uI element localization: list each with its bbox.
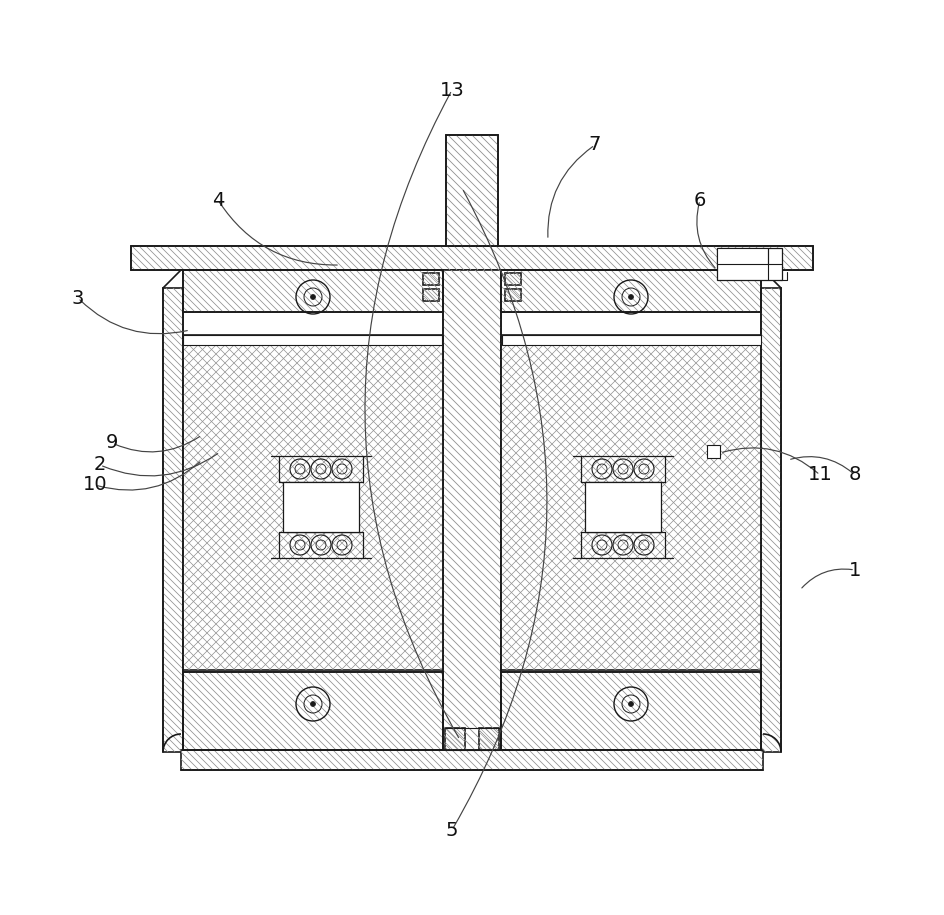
Text: 3: 3 bbox=[72, 288, 84, 307]
Bar bbox=[504, 289, 520, 301]
Bar bbox=[584, 482, 660, 532]
Bar bbox=[131, 246, 812, 270]
Bar bbox=[183, 335, 442, 345]
Bar bbox=[183, 335, 443, 670]
Text: 7: 7 bbox=[588, 135, 600, 155]
Circle shape bbox=[311, 295, 315, 299]
Text: 11: 11 bbox=[807, 466, 832, 485]
Text: 5: 5 bbox=[446, 821, 458, 839]
Bar bbox=[446, 135, 497, 246]
Bar bbox=[443, 270, 500, 750]
Text: 9: 9 bbox=[106, 434, 118, 453]
Bar bbox=[282, 482, 359, 532]
Bar bbox=[504, 289, 520, 301]
Bar bbox=[504, 273, 520, 285]
Bar bbox=[423, 273, 439, 285]
Bar bbox=[183, 270, 443, 312]
Bar bbox=[445, 728, 464, 750]
Bar bbox=[131, 246, 812, 270]
Bar bbox=[500, 270, 760, 312]
Bar bbox=[760, 288, 780, 752]
Bar bbox=[716, 248, 767, 264]
Bar bbox=[500, 270, 760, 312]
Text: 2: 2 bbox=[93, 456, 106, 475]
Bar bbox=[183, 672, 443, 750]
Text: 1: 1 bbox=[848, 561, 860, 579]
Bar bbox=[162, 288, 183, 752]
Bar bbox=[479, 728, 498, 750]
Bar bbox=[183, 672, 443, 750]
Bar bbox=[423, 273, 439, 285]
Bar bbox=[183, 270, 443, 312]
Bar bbox=[716, 248, 782, 280]
Bar bbox=[445, 728, 464, 750]
Circle shape bbox=[628, 295, 632, 299]
Bar bbox=[446, 135, 497, 246]
Text: 13: 13 bbox=[439, 81, 464, 100]
Bar bbox=[443, 270, 500, 750]
Text: 10: 10 bbox=[83, 476, 108, 494]
Text: 8: 8 bbox=[848, 466, 860, 485]
Bar bbox=[760, 288, 780, 752]
Text: 4: 4 bbox=[211, 190, 224, 210]
Bar bbox=[500, 335, 760, 670]
Bar bbox=[706, 445, 719, 458]
Bar bbox=[479, 728, 498, 750]
Bar bbox=[504, 273, 520, 285]
Bar bbox=[500, 335, 760, 670]
Circle shape bbox=[311, 702, 315, 706]
Circle shape bbox=[628, 702, 632, 706]
Text: 6: 6 bbox=[693, 190, 705, 210]
Bar bbox=[500, 672, 760, 750]
Bar bbox=[181, 750, 762, 770]
Bar bbox=[423, 289, 439, 301]
Bar bbox=[501, 335, 760, 345]
Bar bbox=[500, 672, 760, 750]
Bar bbox=[181, 750, 762, 770]
Bar bbox=[162, 288, 183, 752]
Bar bbox=[183, 335, 443, 670]
Bar bbox=[423, 289, 439, 301]
